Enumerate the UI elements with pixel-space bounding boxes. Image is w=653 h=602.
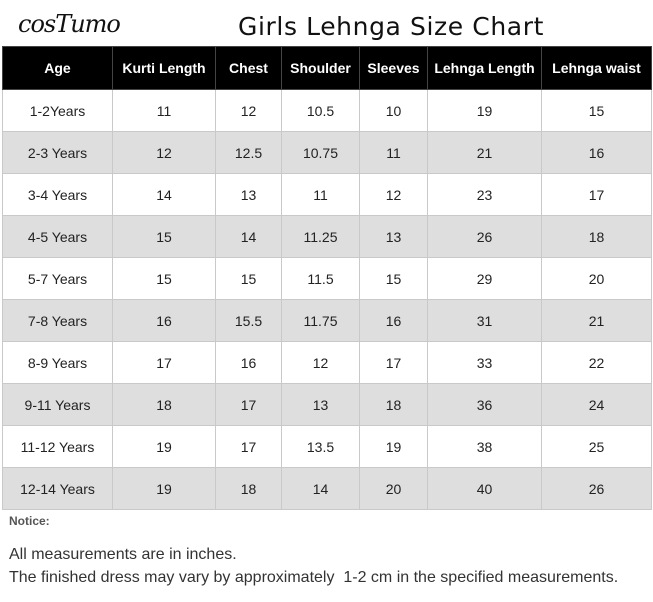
cell-shoulder: 13.5: [281, 425, 360, 468]
notice-label: Notice:: [9, 514, 50, 528]
cell-shoulder: 12: [281, 341, 360, 384]
cell-shoulder: 14: [281, 467, 360, 510]
page-title: Girls Lehnga Size Chart: [238, 12, 544, 41]
cell-lehnga-length: 40: [427, 467, 542, 510]
cell-kurti-length: 19: [112, 425, 216, 468]
header-shoulder: Shoulder: [281, 46, 360, 90]
cell-age: 2-3 Years: [2, 131, 113, 174]
cell-lehnga-length: 19: [427, 89, 542, 132]
table-body: 1-2Years 11 12 10.5 10 19 15 2-3 Years 12 12.5 10.…: [2, 89, 652, 510]
cell-age: 5-7 Years: [2, 257, 113, 300]
cell-kurti-length: 19: [112, 467, 216, 510]
cell-age: 4-5 Years: [2, 215, 113, 258]
table-row: 5-7 Years 15 15 11.5 15 29 20: [2, 257, 652, 300]
table-header-row: Age Kurti Length Chest Shoulder Sleeves …: [2, 46, 652, 90]
cell-kurti-length: 11: [112, 89, 216, 132]
cell-age: 1-2Years: [2, 89, 113, 132]
header-lehnga-length: Lehnga Length: [427, 46, 542, 90]
cell-lehnga-length: 29: [427, 257, 542, 300]
cell-chest: 12: [215, 89, 282, 132]
cell-shoulder: 10.5: [281, 89, 360, 132]
cell-shoulder: 13: [281, 383, 360, 426]
cell-lehnga-length: 36: [427, 383, 542, 426]
size-chart-table: Age Kurti Length Chest Shoulder Sleeves …: [2, 46, 652, 510]
cell-shoulder: 10.75: [281, 131, 360, 174]
cell-chest: 15.5: [215, 299, 282, 342]
cell-chest: 17: [215, 425, 282, 468]
cell-age: 8-9 Years: [2, 341, 113, 384]
cell-lehnga-waist: 22: [541, 341, 652, 384]
cell-lehnga-length: 21: [427, 131, 542, 174]
cell-lehnga-waist: 15: [541, 89, 652, 132]
table-row: 11-12 Years 19 17 13.5 19 38 25: [2, 425, 652, 468]
cell-age: 3-4 Years: [2, 173, 113, 216]
cell-kurti-length: 18: [112, 383, 216, 426]
cell-sleeves: 12: [359, 173, 428, 216]
notice-line-variance: The finished dress may vary by approxima…: [9, 569, 619, 586]
cell-sleeves: 18: [359, 383, 428, 426]
table-row: 2-3 Years 12 12.5 10.75 11 21 16: [2, 131, 652, 174]
cell-lehnga-waist: 24: [541, 383, 652, 426]
notice-line-units: All measurements are in inches.: [9, 546, 237, 563]
header-chest: Chest: [215, 46, 282, 90]
cell-lehnga-length: 26: [427, 215, 542, 258]
header-age: Age: [2, 46, 113, 90]
table-row: 1-2Years 11 12 10.5 10 19 15: [2, 89, 652, 132]
cell-sleeves: 13: [359, 215, 428, 258]
header-lehnga-waist: Lehnga waist: [541, 46, 652, 90]
cell-sleeves: 16: [359, 299, 428, 342]
table-row: 12-14 Years 19 18 14 20 40 26: [2, 467, 652, 510]
cell-chest: 14: [215, 215, 282, 258]
table-row: 8-9 Years 17 16 12 17 33 22: [2, 341, 652, 384]
cell-lehnga-waist: 16: [541, 131, 652, 174]
cell-sleeves: 11: [359, 131, 428, 174]
cell-kurti-length: 15: [112, 257, 216, 300]
cell-kurti-length: 16: [112, 299, 216, 342]
cell-lehnga-length: 31: [427, 299, 542, 342]
cell-age: 7-8 Years: [2, 299, 113, 342]
cell-lehnga-waist: 25: [541, 425, 652, 468]
cell-lehnga-waist: 18: [541, 215, 652, 258]
brand-logo: cosTumo: [18, 10, 121, 38]
cell-sleeves: 15: [359, 257, 428, 300]
table-row: 7-8 Years 16 15.5 11.75 16 31 21: [2, 299, 652, 342]
table-row: 4-5 Years 15 14 11.25 13 26 18: [2, 215, 652, 258]
cell-chest: 17: [215, 383, 282, 426]
cell-chest: 15: [215, 257, 282, 300]
cell-shoulder: 11.5: [281, 257, 360, 300]
header-kurti-length: Kurti Length: [112, 46, 216, 90]
cell-lehnga-waist: 20: [541, 257, 652, 300]
cell-age: 9-11 Years: [2, 383, 113, 426]
cell-shoulder: 11: [281, 173, 360, 216]
cell-lehnga-length: 38: [427, 425, 542, 468]
cell-lehnga-waist: 26: [541, 467, 652, 510]
cell-lehnga-length: 23: [427, 173, 542, 216]
cell-age: 12-14 Years: [2, 467, 113, 510]
header-sleeves: Sleeves: [359, 46, 428, 90]
cell-kurti-length: 17: [112, 341, 216, 384]
cell-sleeves: 10: [359, 89, 428, 132]
cell-kurti-length: 14: [112, 173, 216, 216]
cell-lehnga-waist: 17: [541, 173, 652, 216]
cell-sleeves: 17: [359, 341, 428, 384]
cell-kurti-length: 15: [112, 215, 216, 258]
table-row: 9-11 Years 18 17 13 18 36 24: [2, 383, 652, 426]
cell-age: 11-12 Years: [2, 425, 113, 468]
cell-lehnga-waist: 21: [541, 299, 652, 342]
cell-kurti-length: 12: [112, 131, 216, 174]
cell-chest: 13: [215, 173, 282, 216]
cell-chest: 16: [215, 341, 282, 384]
cell-sleeves: 20: [359, 467, 428, 510]
table-row: 3-4 Years 14 13 11 12 23 17: [2, 173, 652, 216]
cell-chest: 18: [215, 467, 282, 510]
cell-shoulder: 11.75: [281, 299, 360, 342]
cell-lehnga-length: 33: [427, 341, 542, 384]
cell-chest: 12.5: [215, 131, 282, 174]
cell-sleeves: 19: [359, 425, 428, 468]
cell-shoulder: 11.25: [281, 215, 360, 258]
